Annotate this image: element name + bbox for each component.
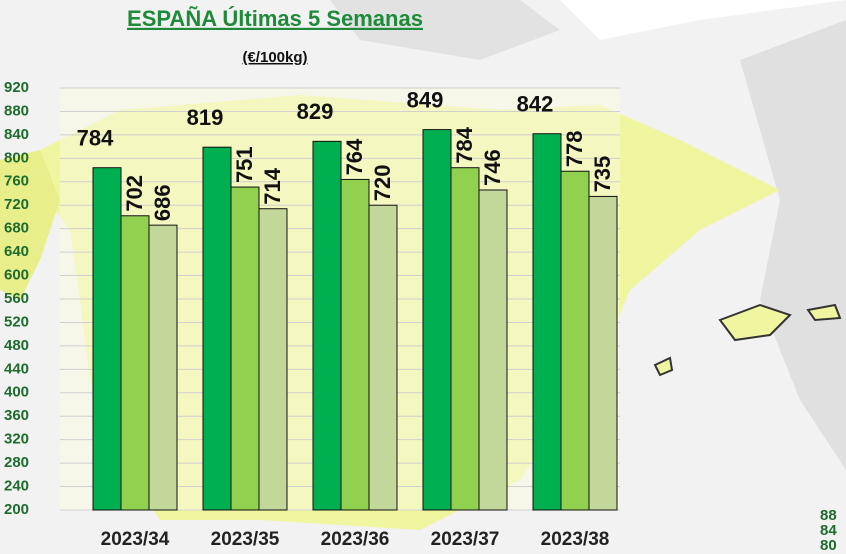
- data-label: 764: [342, 138, 367, 175]
- y-tick-label: 360: [4, 407, 29, 424]
- bar: [258, 208, 288, 511]
- data-label: 702: [122, 175, 147, 212]
- data-label: 829: [297, 99, 334, 124]
- y-tick-label: 320: [4, 431, 29, 448]
- corner-fragment: 80: [820, 537, 837, 554]
- y-tick-label: 240: [4, 478, 29, 495]
- chart-subtitle: (€/100kg): [242, 49, 307, 66]
- y-tick-label: 800: [4, 149, 29, 166]
- y-tick-label: 560: [4, 290, 29, 307]
- y-tick-label: 600: [4, 267, 29, 284]
- y-tick-label: 200: [4, 501, 29, 518]
- x-tick-label: 2023/38: [541, 529, 610, 550]
- bar: [368, 204, 398, 511]
- bar: [478, 189, 508, 511]
- y-tick-label: 760: [4, 173, 29, 190]
- data-label: 784: [452, 126, 477, 163]
- data-label: 735: [590, 156, 615, 193]
- chart-title: ESPAÑA Últimas 5 Semanas: [127, 6, 423, 31]
- data-label: 746: [480, 149, 505, 186]
- y-tick-label: 480: [4, 337, 29, 354]
- y-tick-label: 880: [4, 102, 29, 119]
- y-tick-label: 920: [4, 79, 29, 96]
- bar: [202, 146, 232, 511]
- corner-fragment: 84: [820, 522, 837, 539]
- x-tick-label: 2023/34: [101, 529, 170, 550]
- data-label: 720: [370, 165, 395, 202]
- bar: [422, 129, 452, 511]
- x-tick-label: 2023/35: [211, 529, 280, 550]
- y-tick-label: 680: [4, 220, 29, 237]
- x-tick-label: 2023/36: [321, 529, 390, 550]
- data-label: 714: [260, 167, 285, 204]
- y-tick-label: 280: [4, 454, 29, 471]
- bar: [340, 178, 370, 511]
- bar: [120, 215, 150, 511]
- bar: [230, 186, 260, 511]
- y-tick-label: 520: [4, 313, 29, 330]
- y-tick-label: 640: [4, 243, 29, 260]
- y-tick-label: 840: [4, 126, 29, 143]
- bar: [532, 133, 562, 511]
- data-label: 842: [517, 92, 554, 117]
- x-tick-label: 2023/37: [431, 529, 500, 550]
- y-tick-label: 720: [4, 196, 29, 213]
- corner-fragment: 88: [820, 507, 837, 524]
- bar: [450, 167, 480, 511]
- bar: [588, 195, 618, 511]
- bar: [312, 140, 342, 511]
- data-label: 751: [232, 146, 257, 183]
- data-label: 819: [187, 105, 224, 130]
- y-tick-label: 400: [4, 384, 29, 401]
- data-label: 849: [407, 87, 444, 112]
- data-label: 784: [77, 126, 114, 151]
- y-tick-label: 440: [4, 360, 29, 377]
- data-label: 778: [562, 131, 587, 168]
- bar: [92, 167, 122, 511]
- bar: [148, 224, 178, 511]
- data-label: 686: [150, 184, 175, 221]
- bar: [560, 170, 590, 511]
